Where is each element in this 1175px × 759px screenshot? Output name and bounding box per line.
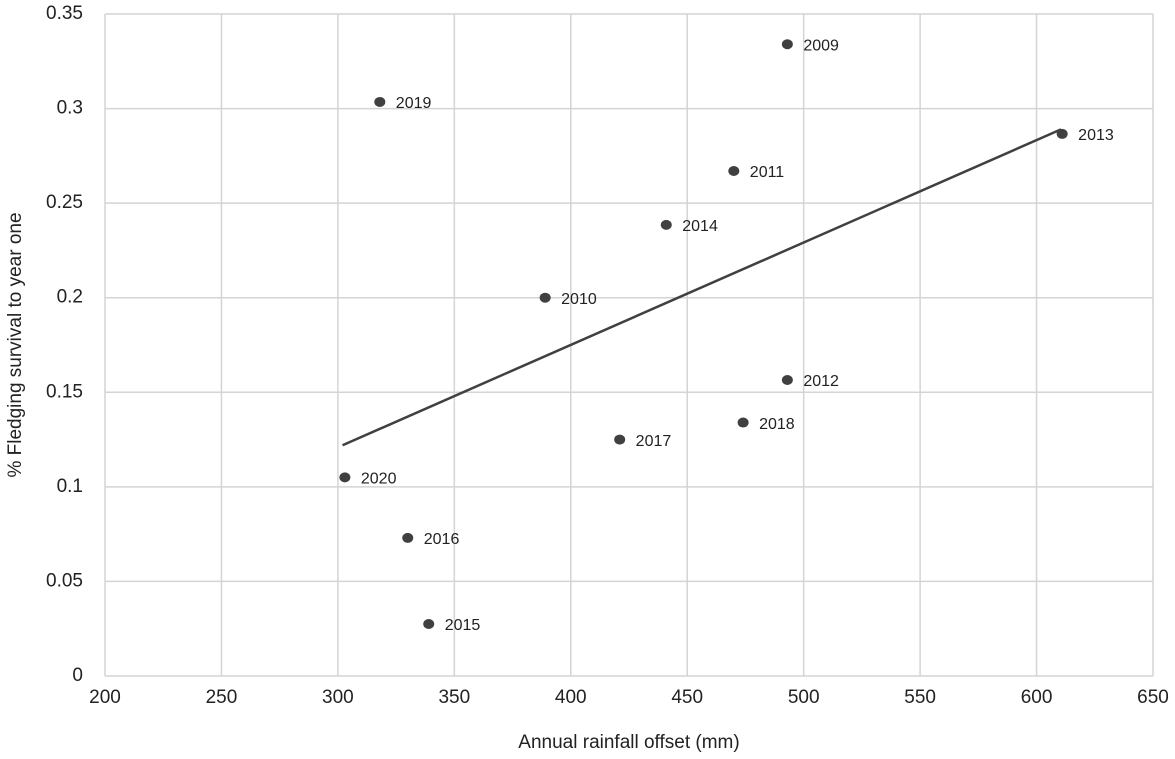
- point-label: 2011: [750, 164, 785, 181]
- point-label: 2014: [682, 218, 718, 235]
- x-tick-label: 250: [206, 687, 238, 708]
- point-label: 2012: [803, 373, 839, 390]
- data-point: [539, 292, 551, 303]
- data-point: [402, 532, 414, 543]
- x-tick-label: 200: [89, 687, 121, 708]
- y-tick-label: 0.15: [46, 381, 83, 402]
- x-tick-label: 300: [322, 687, 354, 708]
- y-tick-label: 0.1: [57, 476, 83, 497]
- x-tick-label: 550: [904, 687, 936, 708]
- point-label: 2017: [636, 433, 672, 450]
- y-tick-label: 0: [72, 665, 83, 686]
- point-label: 2018: [759, 416, 795, 433]
- point-label: 2019: [396, 95, 432, 112]
- x-tick-label: 500: [788, 687, 820, 708]
- y-tick-label: 0.05: [46, 570, 83, 591]
- x-axis-title: Annual rainfall offset (mm): [518, 732, 739, 753]
- x-tick-label: 350: [438, 687, 470, 708]
- x-tick-label: 400: [555, 687, 587, 708]
- x-tick-label: 450: [671, 687, 703, 708]
- data-point: [660, 219, 672, 230]
- point-label: 2009: [803, 37, 839, 54]
- data-point: [423, 618, 435, 629]
- data-point: [781, 374, 793, 385]
- x-tick-label: 600: [1021, 687, 1053, 708]
- data-point: [737, 417, 749, 428]
- y-tick-label: 0.25: [46, 192, 83, 213]
- data-point: [781, 39, 793, 50]
- point-label: 2020: [361, 471, 397, 488]
- trendline: [342, 128, 1062, 447]
- x-tick-label: 650: [1137, 687, 1169, 708]
- data-point: [339, 472, 351, 483]
- point-label: 2016: [424, 531, 460, 548]
- data-point: [728, 165, 740, 176]
- data-point: [614, 434, 626, 445]
- data-point: [374, 96, 386, 107]
- y-axis-title: % Fledging survival to year one: [5, 212, 26, 477]
- y-tick-label: 0.35: [46, 3, 83, 24]
- point-label: 2013: [1078, 127, 1114, 144]
- point-label: 2010: [561, 291, 597, 308]
- y-tick-label: 0.2: [57, 287, 83, 308]
- point-label: 2015: [445, 617, 481, 634]
- y-tick-label: 0.3: [57, 98, 83, 119]
